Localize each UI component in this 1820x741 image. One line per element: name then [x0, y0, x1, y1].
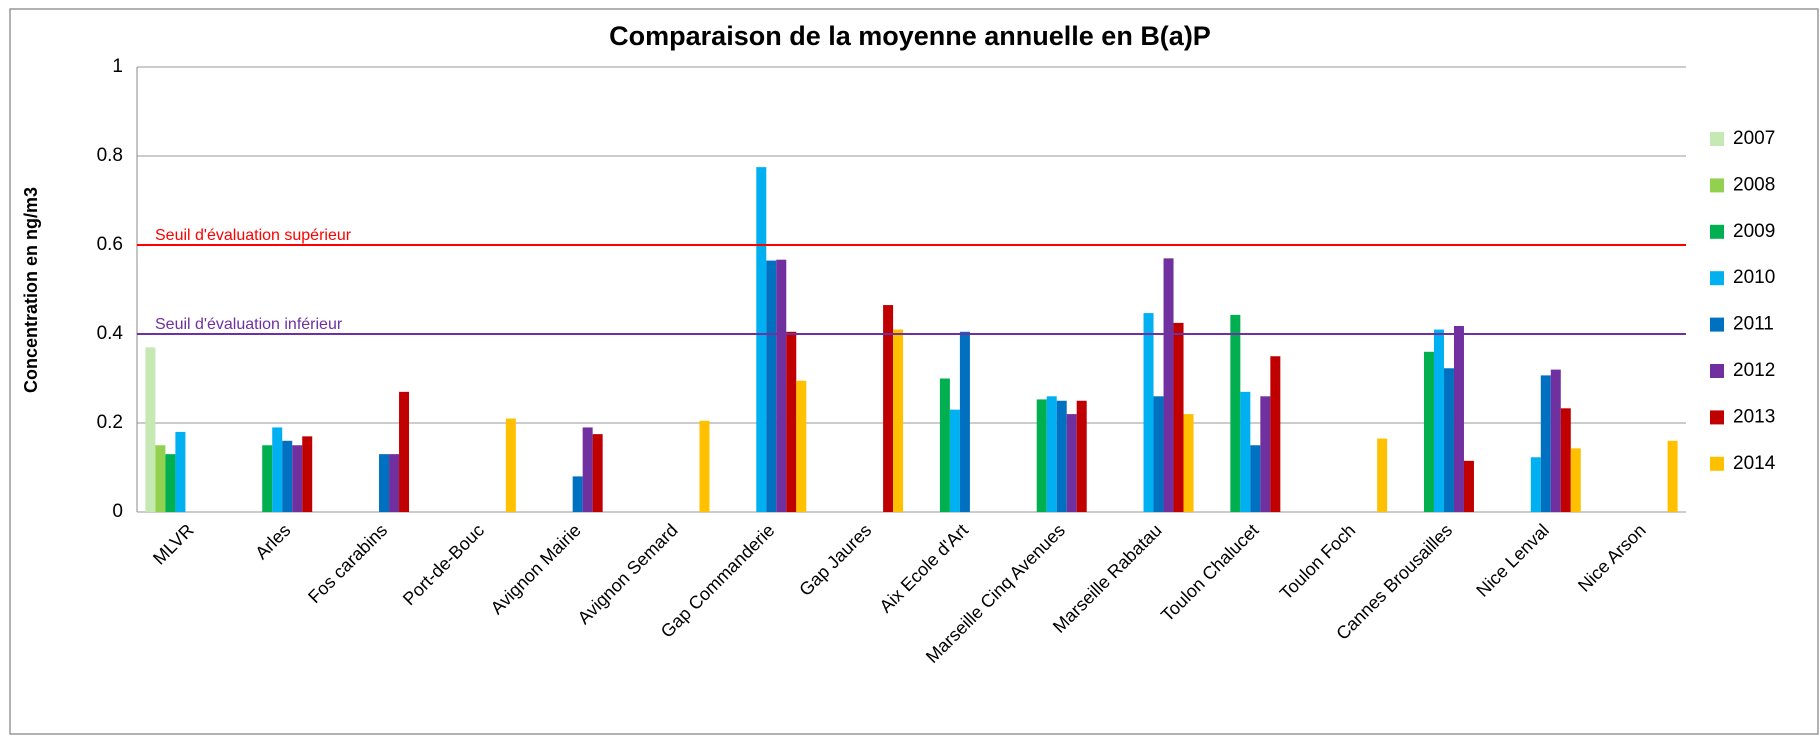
chart-title: Comparaison de la moyenne annuelle en B(…: [609, 21, 1211, 51]
bar: [1540, 375, 1551, 512]
bar: [262, 445, 273, 512]
legend-label: 2013: [1733, 406, 1775, 427]
bar: [1143, 313, 1154, 512]
bar: [165, 454, 176, 512]
legend-swatch: [1710, 271, 1724, 286]
bar: [1423, 351, 1434, 512]
bar: [272, 427, 283, 512]
legend-label: 2008: [1733, 174, 1775, 195]
legend-label: 2012: [1733, 360, 1775, 381]
bar: [883, 305, 894, 512]
chart-frame: [9, 8, 1819, 735]
bar: [282, 440, 293, 512]
legend-swatch: [1710, 178, 1724, 193]
legend-swatch: [1710, 224, 1724, 239]
legend-label: 2010: [1733, 267, 1775, 288]
bar: [1463, 460, 1474, 512]
bar: [1570, 448, 1581, 512]
bar: [1163, 258, 1174, 512]
legend-swatch: [1710, 132, 1724, 146]
bar: [1056, 400, 1067, 512]
bar: [1530, 457, 1541, 512]
legend-label: 2011: [1733, 314, 1774, 335]
bar: [155, 445, 166, 512]
bar: [1036, 399, 1047, 512]
bar: [1046, 396, 1057, 512]
bar: [145, 347, 156, 512]
bar: [796, 380, 807, 512]
y-tick-label: 0.4: [97, 323, 124, 344]
bar: [1667, 440, 1678, 512]
bar: [939, 378, 950, 512]
bar: [1183, 414, 1194, 512]
bar: [1153, 396, 1164, 512]
bar: [572, 476, 583, 512]
bar: [1240, 391, 1251, 512]
legend-label: 2014: [1733, 453, 1776, 474]
bar: [1230, 314, 1241, 512]
bar: [389, 454, 400, 512]
bar: [699, 420, 710, 512]
bar: [399, 391, 410, 512]
bar: [1443, 368, 1454, 512]
legend-swatch: [1710, 317, 1724, 332]
legend-swatch: [1710, 364, 1724, 378]
bar: [1453, 325, 1464, 512]
bar: [1066, 414, 1077, 512]
threshold-label: Seuil d'évaluation supérieur: [155, 227, 352, 244]
legend-swatch: [1710, 456, 1724, 471]
bar: [893, 329, 904, 512]
bar: [292, 445, 303, 512]
bar: [1173, 322, 1184, 512]
legend-swatch: [1710, 410, 1724, 425]
threshold-label: Seuil d'évaluation inférieur: [155, 316, 343, 333]
bar: [1270, 356, 1281, 512]
bar: [379, 454, 390, 512]
bar: [302, 436, 313, 512]
bar: [1550, 369, 1561, 512]
bar: [1560, 408, 1571, 512]
bar: [1076, 400, 1087, 512]
y-axis-label: Concentration en ng/m3: [21, 187, 41, 393]
y-tick-label: 0.6: [97, 234, 123, 255]
y-tick-label: 0: [112, 501, 123, 522]
bar: [592, 434, 603, 512]
bar: [949, 409, 960, 512]
bar: [1433, 329, 1444, 512]
bar: [1377, 438, 1388, 512]
bar: [505, 418, 516, 512]
bar: [582, 427, 593, 512]
bar: [1250, 445, 1261, 512]
bar: [776, 259, 787, 512]
legend-label: 2007: [1733, 128, 1775, 149]
y-tick-label: 0.8: [97, 145, 123, 166]
bar: [175, 431, 186, 512]
bar: [959, 331, 970, 512]
legend-label: 2009: [1733, 221, 1775, 242]
y-tick-label: 1: [112, 56, 123, 77]
bar: [1260, 396, 1271, 512]
bar: [766, 260, 777, 512]
y-tick-label: 0.2: [97, 412, 123, 433]
bar: [756, 167, 767, 512]
bar: [786, 331, 797, 512]
